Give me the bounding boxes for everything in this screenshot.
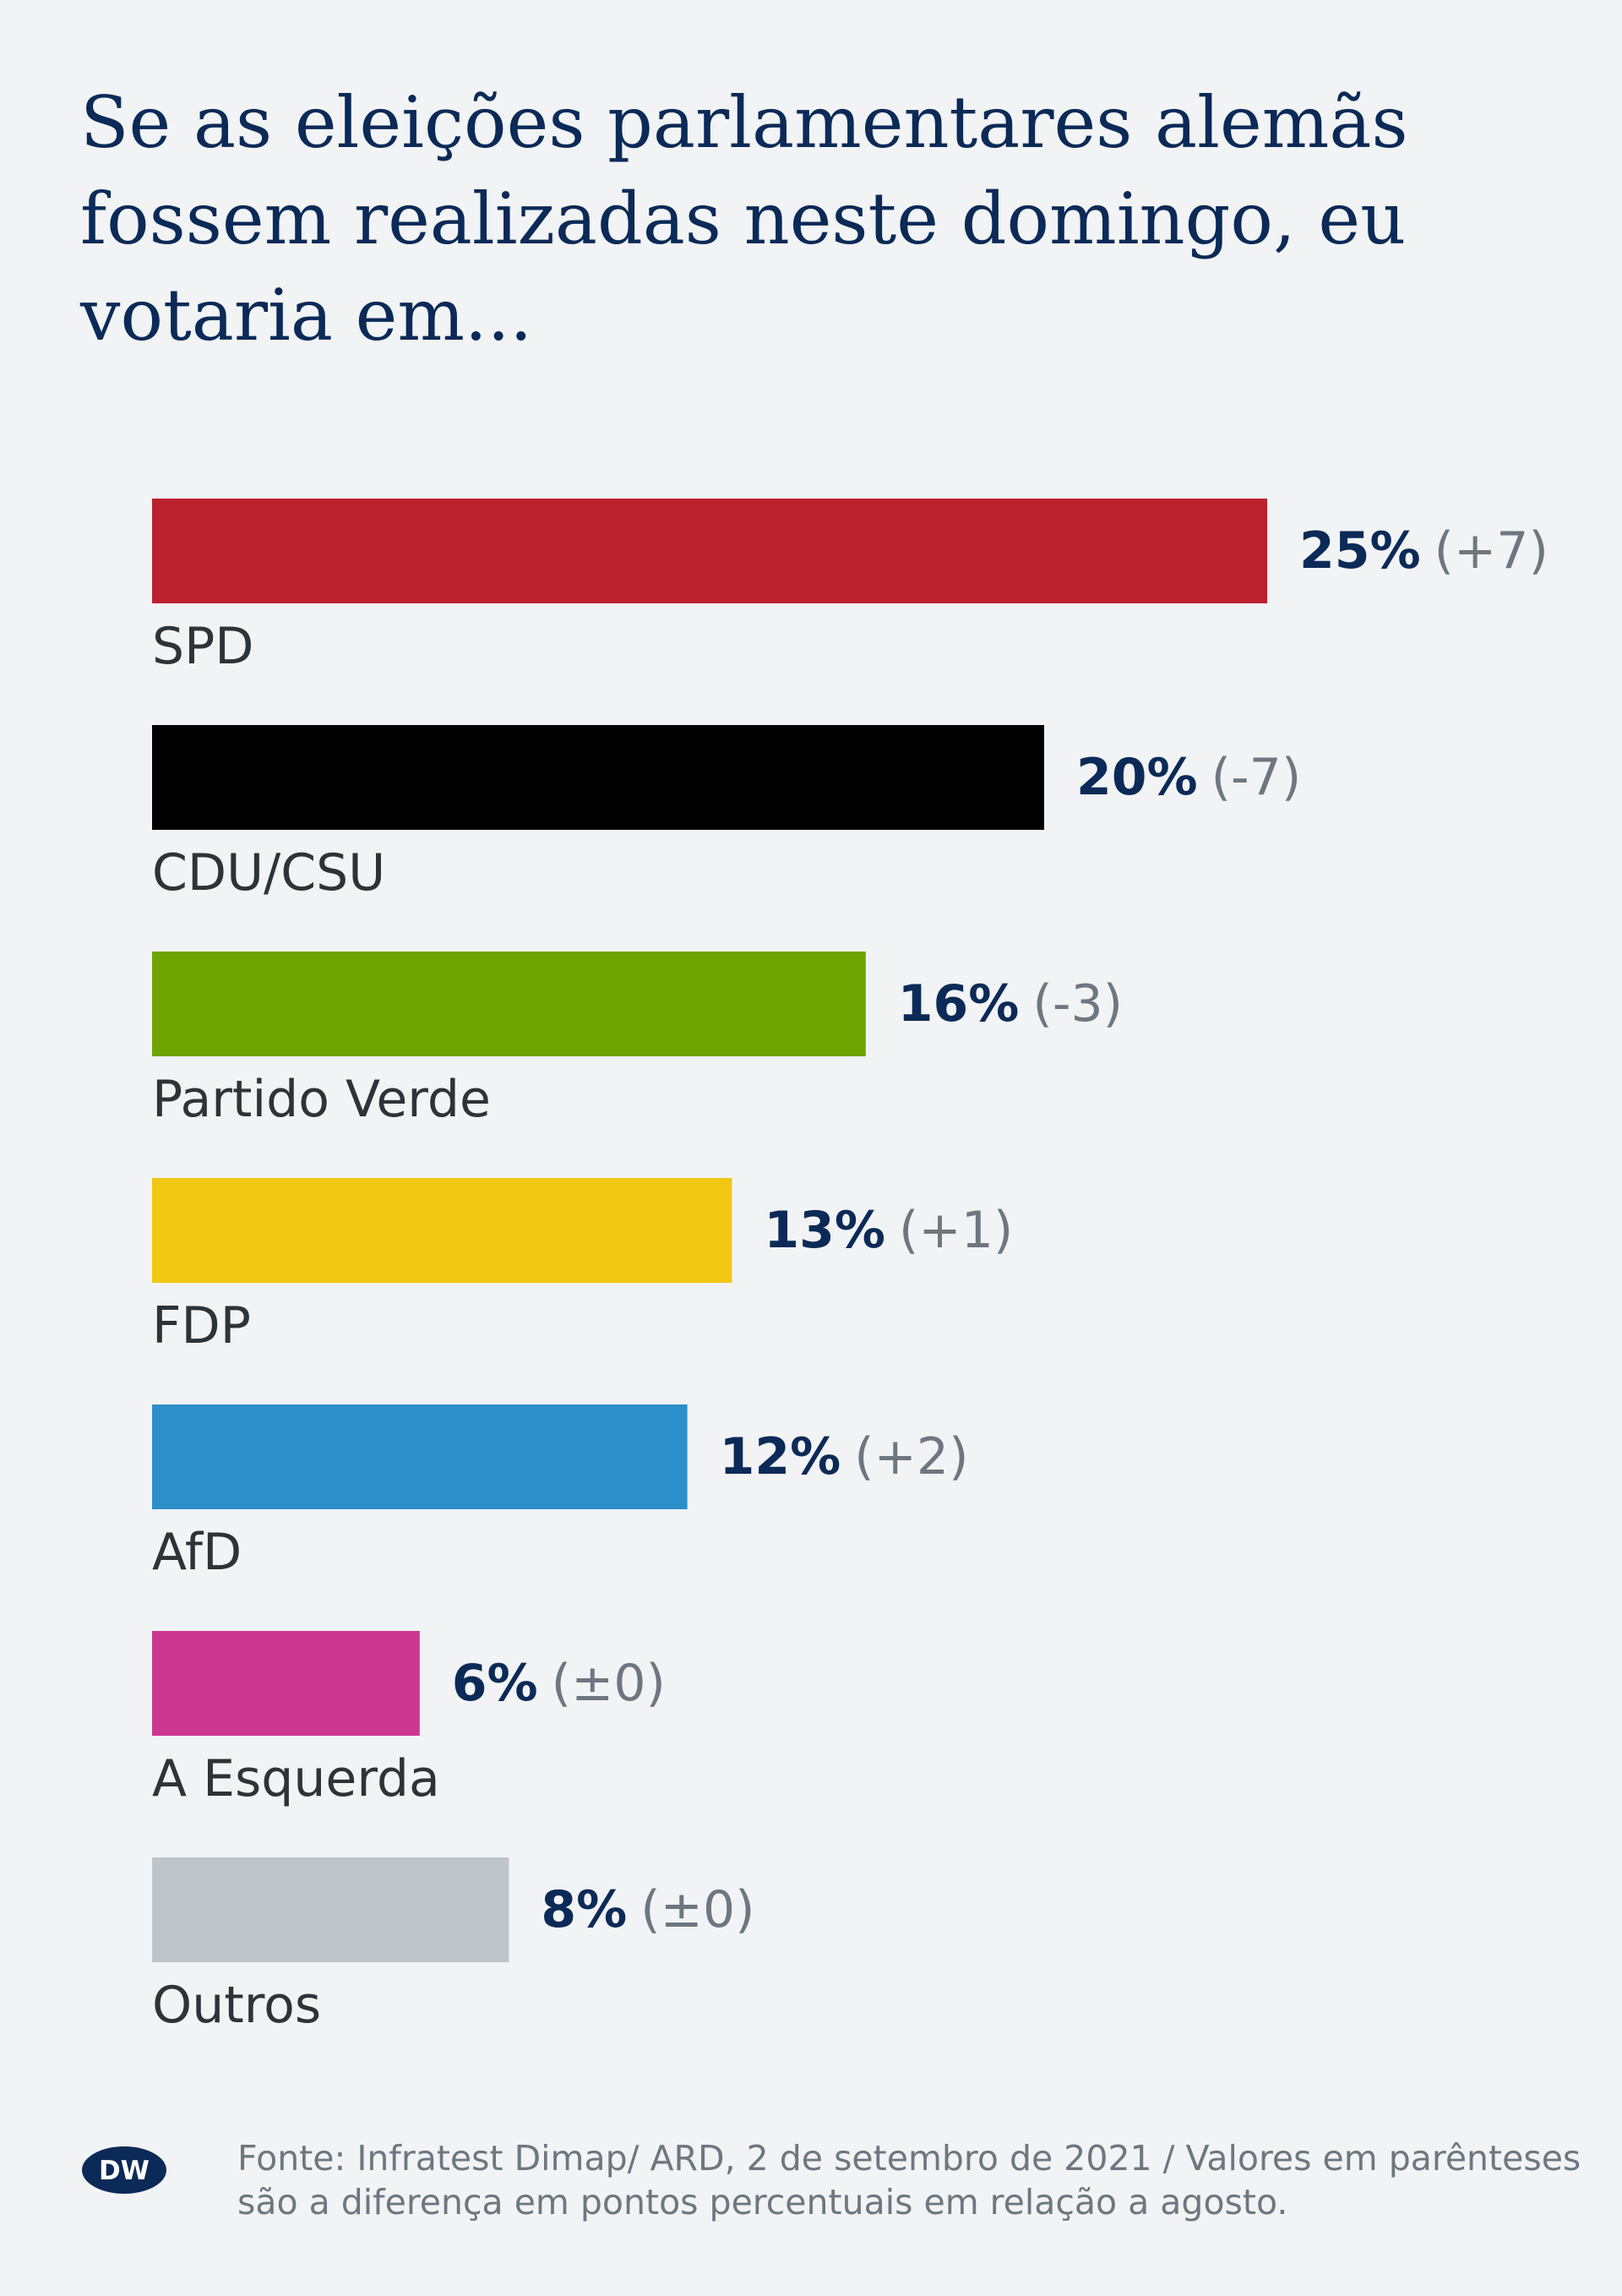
bar-fdp bbox=[152, 1178, 732, 1283]
value-label-fdp: 13% (+1) bbox=[764, 1201, 1013, 1260]
bar-spd bbox=[152, 499, 1267, 603]
value-label-cdu-csu: 20% (-7) bbox=[1076, 748, 1301, 807]
value-change-outros: (±0) bbox=[640, 1880, 754, 1939]
bar-cdu-csu bbox=[152, 725, 1044, 830]
value-percent-afd: 12% bbox=[720, 1427, 841, 1486]
value-change-cdu-csu: (-7) bbox=[1211, 748, 1302, 807]
value-label-partido-verde: 16% (-3) bbox=[898, 974, 1123, 1033]
source-note: Fonte: Infratest Dimap/ ARD, 2 de setemb… bbox=[237, 2138, 1581, 2222]
category-label-cdu-csu: CDU/CSU bbox=[152, 843, 385, 903]
bar-afd bbox=[152, 1404, 688, 1509]
value-change-fdp: (+1) bbox=[899, 1201, 1013, 1260]
dw-logo-text: DW bbox=[99, 2156, 150, 2186]
value-change-partido-verde: (-3) bbox=[1032, 974, 1123, 1033]
bar-partido-verde bbox=[152, 952, 866, 1056]
bar-outros bbox=[152, 1857, 509, 1962]
value-percent-spd: 25% bbox=[1299, 521, 1421, 581]
value-label-a-esquerda: 6% (±0) bbox=[452, 1654, 666, 1713]
value-percent-outros: 8% bbox=[541, 1880, 627, 1939]
category-label-afd: AfD bbox=[152, 1523, 242, 1582]
dw-logo: DW bbox=[82, 2146, 166, 2194]
category-label-a-esquerda: A Esquerda bbox=[152, 1749, 440, 1808]
value-percent-partido-verde: 16% bbox=[898, 974, 1020, 1033]
category-label-spd: SPD bbox=[152, 617, 253, 676]
category-label-partido-verde: Partido Verde bbox=[152, 1070, 491, 1129]
value-percent-cdu-csu: 20% bbox=[1076, 748, 1198, 807]
value-change-spd: (+7) bbox=[1434, 521, 1549, 581]
value-label-spd: 25% (+7) bbox=[1299, 521, 1549, 581]
value-label-afd: 12% (+2) bbox=[720, 1427, 969, 1486]
category-label-outros: Outros bbox=[152, 1976, 321, 2035]
value-percent-fdp: 13% bbox=[764, 1201, 885, 1260]
chart-title: Se as eleições parlamentares alemãs foss… bbox=[80, 81, 1408, 357]
value-percent-a-esquerda: 6% bbox=[452, 1654, 538, 1713]
bar-chart: 25% (+7) SPD 20% (-7) CDU/CSU 16% (-3) Partido V… bbox=[152, 499, 1549, 2035]
category-label-fdp: FDP bbox=[152, 1296, 251, 1355]
value-change-afd: (+2) bbox=[854, 1427, 968, 1486]
value-label-outros: 8% (±0) bbox=[541, 1880, 754, 1939]
bar-a-esquerda bbox=[152, 1631, 420, 1736]
value-change-a-esquerda: (±0) bbox=[552, 1654, 666, 1713]
